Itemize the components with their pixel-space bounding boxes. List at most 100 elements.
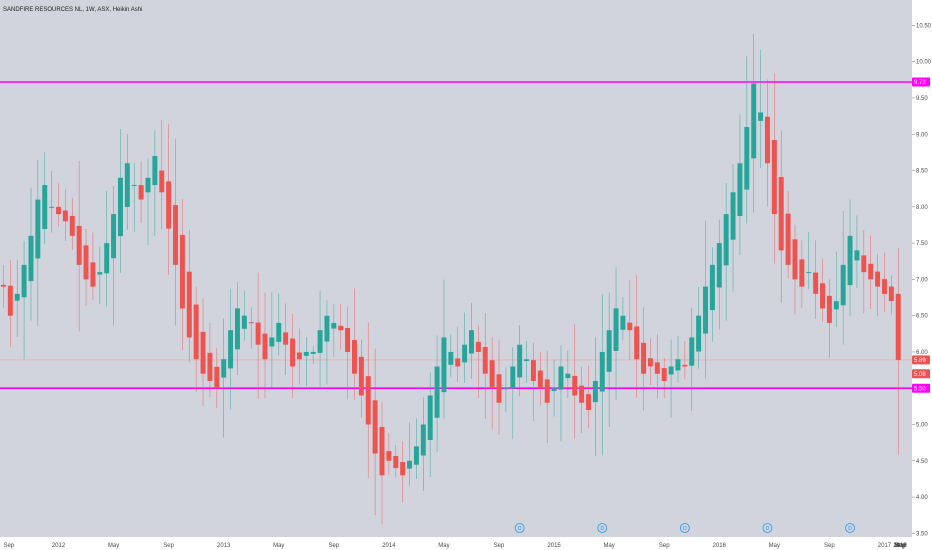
y-tick-label-3: 5.00 [916, 423, 928, 429]
event-marker-1: D [600, 526, 604, 532]
event-marker-0: D [518, 526, 522, 532]
candle-body [792, 239, 798, 280]
candle-body [751, 83, 757, 159]
candle-body [228, 330, 234, 369]
candle-body [427, 395, 433, 441]
x-axis-background [0, 537, 932, 550]
candle-body [179, 234, 185, 309]
candle-body [324, 315, 330, 342]
x-tick-label-14: May [769, 543, 780, 549]
x-tick-label-18: Sep [895, 543, 906, 549]
candle-body [737, 163, 743, 216]
x-tick-label-15: Sep [824, 543, 835, 549]
y-tick-label-14: 10.50 [916, 23, 932, 29]
candle-body [696, 315, 702, 352]
candle-body [42, 185, 48, 230]
candle-body [716, 243, 722, 288]
candle-body [730, 192, 736, 240]
line-badge-0: 9.72 [914, 80, 926, 86]
candle-body [310, 351, 316, 354]
y-tick-label-12: 9.50 [916, 96, 928, 102]
x-tick-label-4: 2013 [217, 543, 231, 549]
candle-body [173, 205, 178, 265]
candle-body [847, 235, 853, 286]
candles [0, 33, 901, 525]
candle-body [833, 301, 839, 310]
candle-body [434, 366, 440, 418]
candle-body [675, 359, 681, 371]
candle-body [723, 214, 729, 266]
candle-body [579, 385, 585, 403]
candle-body [627, 322, 633, 331]
candle-body [200, 331, 206, 374]
x-tick-label-17: May [894, 543, 905, 549]
candle-body [166, 181, 172, 229]
candle-body [76, 225, 82, 265]
candle-body [111, 214, 117, 259]
candle-body [21, 264, 27, 298]
candle-body [338, 325, 344, 331]
y-tick-label-10: 8.50 [916, 169, 928, 175]
candle-body [248, 322, 254, 324]
x-tick-label-23: May [894, 543, 905, 549]
last-price-badge: 5.89 [914, 358, 926, 364]
candle-body [28, 235, 34, 282]
candle-body [393, 455, 399, 469]
candle-body [234, 308, 240, 350]
candle-body [524, 359, 530, 362]
candle-body [875, 271, 881, 287]
candle-body [496, 374, 502, 403]
candle-body [668, 366, 674, 375]
candle-body [331, 322, 337, 329]
candle-body [758, 112, 764, 121]
candle-body [854, 250, 860, 261]
candle-body [489, 360, 495, 389]
line-badge-1: 5.50 [914, 386, 926, 392]
x-tick-label-2: May [108, 543, 119, 549]
line-badge-1-bg [912, 383, 930, 393]
candle-body [345, 327, 351, 352]
candle-body [407, 460, 413, 469]
candle-body [826, 295, 832, 323]
last-price-badge-bg [912, 355, 930, 365]
candle-body [104, 243, 110, 274]
candle-body [682, 364, 688, 367]
candle-body [586, 394, 591, 411]
candle-body [813, 272, 819, 294]
x-tick-label-3: Sep [163, 543, 174, 549]
candle-body [517, 344, 523, 378]
y-tick-label-5: 6.00 [916, 350, 928, 356]
y-tick-label-0: 3.50 [916, 531, 928, 537]
y-tick-label-2: 4.50 [916, 459, 928, 465]
candle-body [654, 362, 660, 374]
event-marker-circle-2 [679, 523, 690, 533]
candle-body [7, 285, 13, 316]
candle-body [475, 341, 481, 352]
candle-body [764, 116, 770, 164]
candle-body [255, 322, 261, 345]
y-tick-label-13: 10.00 [916, 60, 932, 66]
candle-body [482, 346, 488, 374]
y-tick-label-7: 7.00 [916, 277, 928, 283]
x-tick-label-12: Sep [659, 543, 670, 549]
candle-body [861, 255, 867, 273]
candle-body [469, 330, 474, 354]
plot-background [0, 0, 912, 537]
x-tick-label-0: Sep [3, 543, 14, 549]
candle-body [303, 351, 309, 356]
candle-body [544, 379, 550, 403]
candle-body [35, 199, 41, 259]
candle-body [138, 185, 144, 200]
event-marker-circle-1 [597, 523, 608, 533]
candle-body [565, 373, 571, 379]
event-marker-4: D [848, 526, 852, 532]
line-badge-0-bg [912, 77, 930, 87]
candle-body [613, 308, 619, 351]
time-badge: 5.08 [914, 372, 926, 378]
candle-body [159, 170, 165, 193]
candle-body [510, 366, 516, 389]
candle-body [888, 286, 894, 302]
candle-body [14, 293, 20, 301]
